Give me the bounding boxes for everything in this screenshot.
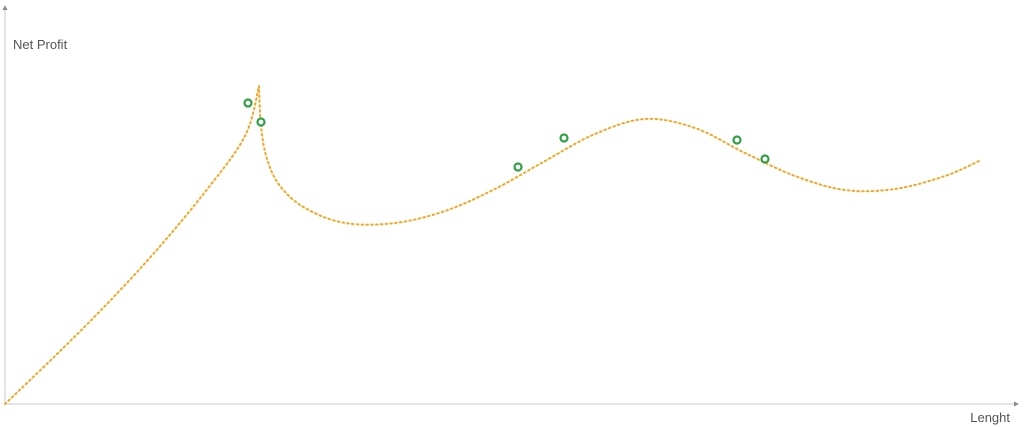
data-point-marker-6[interactable]: [760, 154, 770, 164]
x-axis-label: Lenght: [970, 410, 1010, 425]
data-point-marker-2[interactable]: [256, 117, 266, 127]
x-axis-arrow-icon: [1014, 401, 1019, 407]
data-point-marker-1[interactable]: [243, 98, 253, 108]
data-point-marker-3[interactable]: [513, 162, 523, 172]
series-line: [4, 85, 980, 405]
data-point-marker-4[interactable]: [559, 133, 569, 143]
data-point-marker-5[interactable]: [732, 135, 742, 145]
y-axis-arrow-icon: [2, 5, 8, 10]
data-markers: [243, 98, 770, 172]
y-axis-label: Net Profit: [13, 37, 68, 52]
